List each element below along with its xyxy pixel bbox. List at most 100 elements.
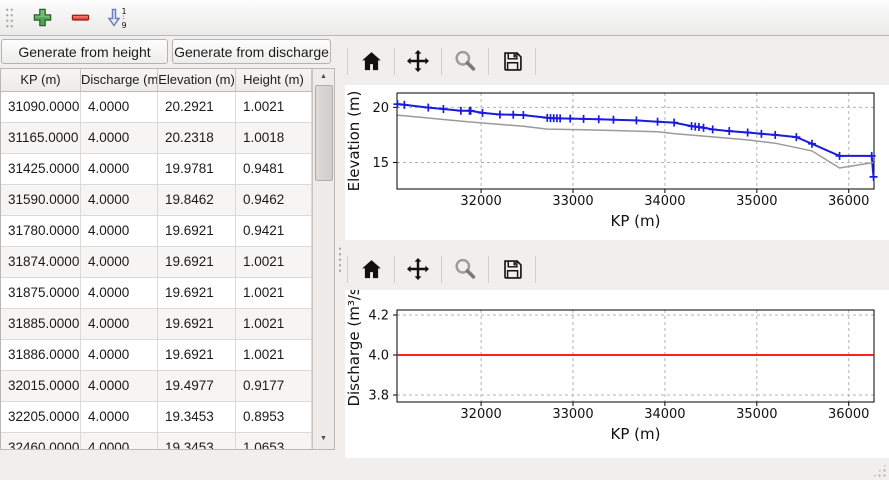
- table-body: 31090.0000 4.0000 20.2921 1.0021 31165.0000 4…: [1, 92, 334, 449]
- svg-text:1: 1: [122, 7, 127, 16]
- table-cell[interactable]: 4.0000: [81, 340, 158, 370]
- generate-from-height-button[interactable]: Generate from height: [1, 39, 168, 64]
- table-cell[interactable]: 1.0018: [236, 123, 312, 153]
- table-cell[interactable]: 0.9177: [236, 371, 312, 401]
- table-row: 31875.0000 4.0000 19.6921 1.0021: [1, 278, 334, 309]
- table-cell[interactable]: 1.0021: [236, 340, 312, 370]
- column-header[interactable]: Discharge (m³/s): [81, 69, 158, 91]
- table-cell[interactable]: 1.0021: [236, 309, 312, 339]
- table-cell[interactable]: 19.6921: [158, 309, 236, 339]
- x-tick-label: 35000: [736, 407, 777, 422]
- x-axis-label: KP (m): [611, 425, 661, 443]
- table-cell[interactable]: 1.0021: [236, 92, 312, 122]
- table-cell[interactable]: 31165.0000: [1, 123, 81, 153]
- home-icon: [361, 51, 381, 70]
- table-cell[interactable]: 31090.0000: [1, 92, 81, 122]
- table-cell[interactable]: 31875.0000: [1, 278, 81, 308]
- table-cell[interactable]: 32015.0000: [1, 371, 81, 401]
- table-cell[interactable]: 31425.0000: [1, 154, 81, 184]
- table-cell[interactable]: 19.6921: [158, 340, 236, 370]
- column-header[interactable]: KP (m): [1, 69, 81, 91]
- table-cell[interactable]: 19.3453: [158, 402, 236, 432]
- plot-zoom-button[interactable]: [450, 254, 480, 284]
- table-row: 31590.0000 4.0000 19.8462 0.9462: [1, 185, 334, 216]
- table-cell[interactable]: 4.0000: [81, 371, 158, 401]
- plot-frame: [396, 92, 875, 190]
- table-cell[interactable]: 31590.0000: [1, 185, 81, 215]
- table-cell[interactable]: 19.6921: [158, 247, 236, 277]
- splitter-handle-icon: [338, 245, 342, 272]
- column-header[interactable]: Elevation (m): [158, 69, 236, 91]
- scroll-up-button[interactable]: ▲: [320, 73, 327, 80]
- y-tick-label: 4.0: [368, 349, 389, 364]
- table-cell[interactable]: 31780.0000: [1, 216, 81, 246]
- discharge-plot-toolbar: [345, 240, 889, 290]
- table-cell[interactable]: 31885.0000: [1, 309, 81, 339]
- toolbar-drag-grip[interactable]: [5, 6, 14, 29]
- table-cell[interactable]: 20.2921: [158, 92, 236, 122]
- main-toolbar: 1 9: [0, 0, 889, 36]
- table-cell[interactable]: 1.0653: [236, 433, 312, 449]
- x-tick-label: 34000: [644, 407, 685, 422]
- save-floppy-icon: [503, 51, 522, 71]
- plot-save-button[interactable]: [497, 46, 527, 76]
- table-cell[interactable]: 32205.0000: [1, 402, 81, 432]
- table-cell[interactable]: 20.2318: [158, 123, 236, 153]
- table-cell[interactable]: 19.4977: [158, 371, 236, 401]
- table-cell[interactable]: 0.9421: [236, 216, 312, 246]
- window-resize-grip[interactable]: [872, 463, 887, 478]
- table-row: 31090.0000 4.0000 20.2921 1.0021: [1, 92, 334, 123]
- table-cell[interactable]: 4.0000: [81, 154, 158, 184]
- add-row-button[interactable]: [26, 3, 58, 33]
- table-cell[interactable]: 0.8953: [236, 402, 312, 432]
- elevation-line: [397, 103, 875, 177]
- plot-frame: [396, 309, 875, 403]
- x-tick-label: 33000: [552, 407, 593, 422]
- plot-save-button[interactable]: [497, 254, 527, 284]
- table-cell[interactable]: 19.3453: [158, 433, 236, 449]
- toolbar-separator: [441, 255, 442, 283]
- table-cell[interactable]: 0.9462: [236, 185, 312, 215]
- plot-pan-button[interactable]: [403, 254, 433, 284]
- table-cell[interactable]: 32460.0000: [1, 433, 81, 449]
- table-cell[interactable]: 4.0000: [81, 92, 158, 122]
- table-cell[interactable]: 0.9481: [236, 154, 312, 184]
- plot-home-button[interactable]: [356, 254, 386, 284]
- sort-rows-button[interactable]: 1 9: [102, 3, 134, 33]
- table-cell[interactable]: 4.0000: [81, 247, 158, 277]
- toolbar-separator: [394, 255, 395, 283]
- x-tick-label: 32000: [460, 194, 501, 209]
- generate-from-discharge-button[interactable]: Generate from discharge: [172, 39, 331, 64]
- scroll-down-button[interactable]: ▼: [320, 435, 327, 442]
- pan-arrows-icon: [407, 50, 429, 72]
- table-cell[interactable]: 19.9781: [158, 154, 236, 184]
- table-cell[interactable]: 4.0000: [81, 433, 158, 449]
- toolbar-separator: [347, 47, 348, 75]
- column-header[interactable]: Height (m): [236, 69, 312, 91]
- plus-icon: [33, 8, 51, 27]
- y-tick-label: 15: [372, 156, 389, 171]
- table-cell[interactable]: 31886.0000: [1, 340, 81, 370]
- scrollbar-thumb[interactable]: [315, 85, 333, 181]
- table-cell[interactable]: 4.0000: [81, 123, 158, 153]
- discharge-plot-canvas[interactable]: 32000 33000 34000 35000 36000 3.8 4.0 4.2 KP (m)…: [345, 281, 889, 458]
- table-cell[interactable]: 1.0021: [236, 278, 312, 308]
- table-scrollbar[interactable]: ▲ ▼: [312, 69, 334, 449]
- elevation-plot-canvas[interactable]: 32000 33000 34000 35000 36000 15 20 KP (m) Eleva…: [345, 85, 889, 240]
- table-cell[interactable]: 4.0000: [81, 402, 158, 432]
- table-cell[interactable]: 31874.0000: [1, 247, 81, 277]
- table-cell[interactable]: 4.0000: [81, 278, 158, 308]
- table-cell[interactable]: 19.6921: [158, 278, 236, 308]
- table-cell[interactable]: 19.6921: [158, 216, 236, 246]
- table-cell[interactable]: 1.0021: [236, 247, 312, 277]
- plot-pan-button[interactable]: [403, 46, 433, 76]
- plot-home-button[interactable]: [356, 46, 386, 76]
- table-cell[interactable]: 4.0000: [81, 216, 158, 246]
- panel-splitter[interactable]: [335, 37, 345, 480]
- table-cell[interactable]: 19.8462: [158, 185, 236, 215]
- remove-row-button[interactable]: [64, 3, 96, 33]
- plot-zoom-button[interactable]: [450, 46, 480, 76]
- y-axis-label: Elevation (m): [345, 91, 363, 192]
- table-cell[interactable]: 4.0000: [81, 185, 158, 215]
- table-cell[interactable]: 4.0000: [81, 309, 158, 339]
